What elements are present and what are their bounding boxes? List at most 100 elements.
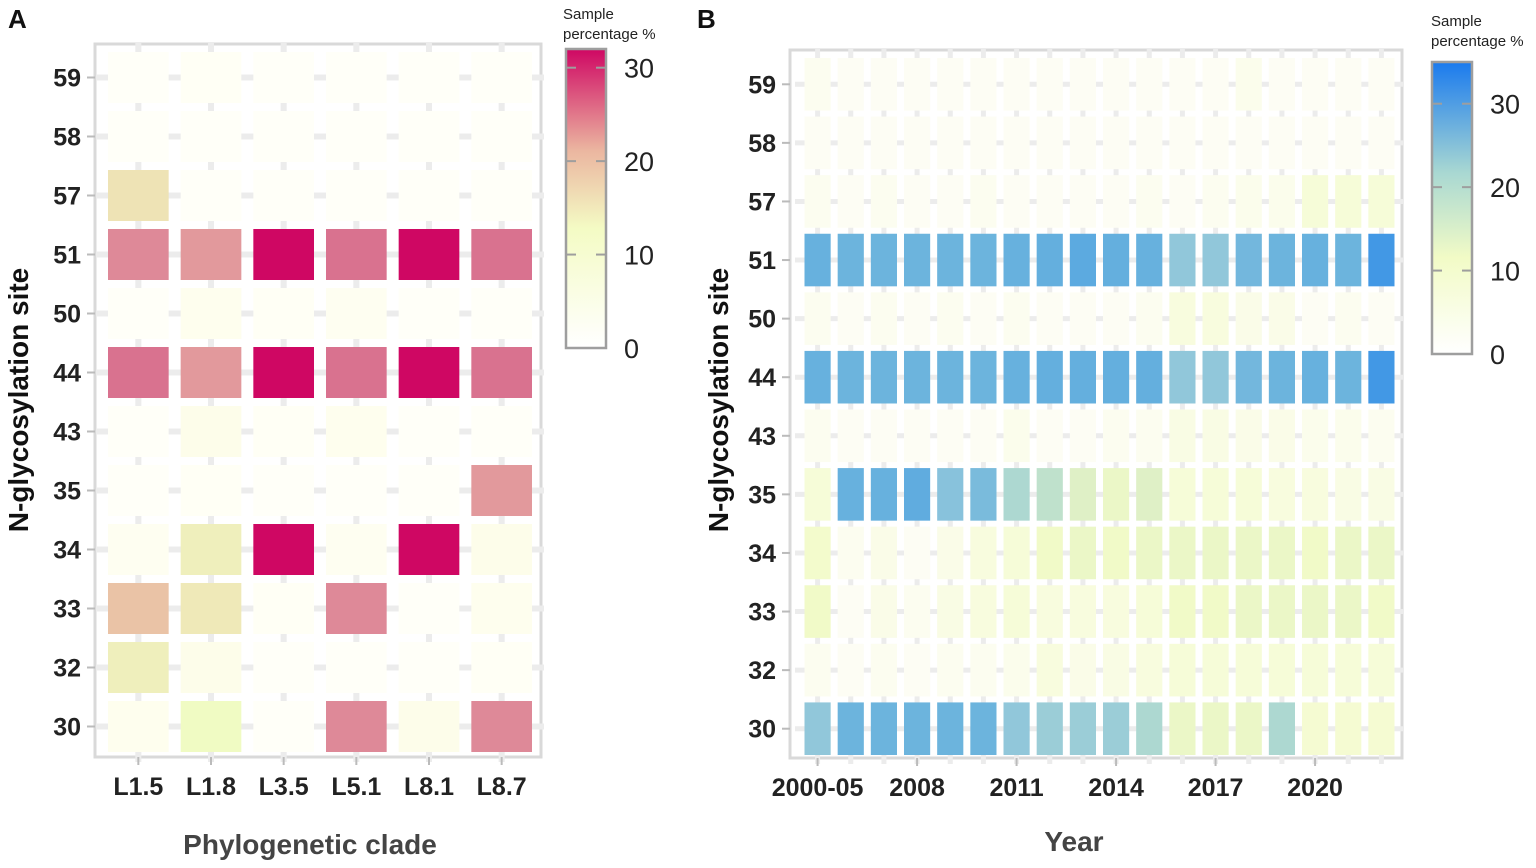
- heatmap-cell: [1003, 526, 1030, 580]
- heatmap-cell: [804, 526, 831, 580]
- heatmap-cell: [1036, 292, 1063, 345]
- heatmap-cell: [1202, 643, 1229, 697]
- heatmap-cell: [1335, 585, 1362, 638]
- x-tick-label: 2000-05: [772, 774, 864, 802]
- heatmap-cell: [1069, 116, 1096, 170]
- heatmap-cell: [471, 111, 532, 162]
- heatmap-cell: [904, 233, 931, 287]
- heatmap-cell: [1368, 175, 1395, 228]
- heatmap-cell: [471, 701, 532, 752]
- heatmap-cell: [398, 111, 460, 162]
- panel-b-y-ticks: 59 58 57 51 50 44 43 35 34 33 32 30: [748, 71, 790, 744]
- heatmap-cell: [1136, 526, 1163, 580]
- heatmap-cell: [804, 116, 831, 170]
- heatmap-cell: [1268, 58, 1295, 111]
- heatmap-cell: [970, 116, 997, 170]
- heatmap-cell: [937, 233, 964, 287]
- heatmap-cell: [1003, 350, 1030, 404]
- heatmap-cell: [1335, 409, 1362, 463]
- heatmap-cell: [326, 170, 387, 221]
- heatmap-cell: [398, 52, 460, 103]
- heatmap-cell: [1202, 585, 1229, 638]
- heatmap-cell: [108, 170, 169, 221]
- heatmap-cell: [1235, 175, 1262, 228]
- y-tick-label: 57: [748, 188, 776, 216]
- heatmap-cell: [180, 229, 242, 280]
- heatmap-cell: [1368, 409, 1395, 463]
- heatmap-cell: [108, 229, 169, 280]
- panel-a-letter: A: [8, 4, 27, 34]
- heatmap-cell: [1169, 58, 1196, 111]
- heatmap-cell: [937, 585, 964, 638]
- heatmap-cell: [1302, 468, 1329, 521]
- heatmap-cell: [870, 702, 897, 755]
- heatmap-cell: [1268, 468, 1295, 521]
- heatmap-cell: [471, 406, 532, 457]
- heatmap-cell: [1003, 233, 1030, 287]
- heatmap-cell: [398, 347, 460, 398]
- heatmap-cell: [1069, 468, 1096, 521]
- heatmap-cell: [970, 585, 997, 638]
- y-tick-label: 35: [53, 478, 81, 506]
- heatmap-cell: [1103, 643, 1130, 697]
- heatmap-cell: [398, 406, 460, 457]
- panel-a-colorbar-title-line2: percentage %: [563, 26, 656, 43]
- heatmap-cell: [870, 116, 897, 170]
- heatmap-cell: [1103, 468, 1130, 521]
- heatmap-cell: [326, 111, 387, 162]
- heatmap-cell: [870, 468, 897, 521]
- heatmap-cell: [1136, 116, 1163, 170]
- heatmap-cell: [870, 175, 897, 228]
- heatmap-cell: [1268, 233, 1295, 287]
- panel-b-colorbar: Sample percentage % 0 10 20 30: [1430, 13, 1524, 370]
- panel-a-plot-frame: [93, 42, 543, 759]
- heatmap-cell: [180, 583, 242, 634]
- heatmap-cell: [837, 350, 864, 404]
- heatmap-cell: [398, 583, 460, 634]
- heatmap-cell: [1136, 585, 1163, 638]
- heatmap-cell: [1368, 116, 1395, 170]
- heatmap-cell: [1103, 58, 1130, 111]
- heatmap-cell: [1202, 175, 1229, 228]
- panel-b-colorbar-bar: [1430, 60, 1474, 356]
- heatmap-cell: [108, 288, 169, 339]
- heatmap-cell: [1169, 526, 1196, 580]
- panel-a-y-ticks: 59 58 57 51 50 44 43 35 34 33 32 30: [53, 65, 95, 742]
- heatmap-cell: [1169, 175, 1196, 228]
- heatmap-cell: [804, 409, 831, 463]
- heatmap-cell: [180, 52, 242, 103]
- heatmap-cell: [1235, 526, 1262, 580]
- heatmap-cell: [253, 583, 314, 634]
- heatmap-cell: [1302, 409, 1329, 463]
- x-tick-label: L3.5: [259, 773, 309, 801]
- heatmap-cell: [1302, 585, 1329, 638]
- heatmap-cell: [1202, 233, 1229, 287]
- heatmap-cell: [108, 465, 169, 516]
- heatmap-cell: [1169, 585, 1196, 638]
- heatmap-cell: [870, 350, 897, 404]
- heatmap-cell: [1368, 292, 1395, 345]
- x-tick-label: 2020: [1287, 774, 1343, 802]
- heatmap-cell: [1202, 702, 1229, 755]
- y-tick-label: 44: [748, 364, 776, 392]
- heatmap-cell: [937, 643, 964, 697]
- heatmap-cell: [1202, 350, 1229, 404]
- panel-b-colorbar-title-line1: Sample: [1431, 13, 1482, 30]
- heatmap-cell: [1268, 702, 1295, 755]
- heatmap-cell: [1136, 702, 1163, 755]
- heatmap-cell: [837, 643, 864, 697]
- heatmap-cell: [398, 229, 460, 280]
- heatmap-cell: [471, 583, 532, 634]
- heatmap-cell: [1103, 526, 1130, 580]
- heatmap-cell: [253, 701, 314, 752]
- heatmap-cell: [1235, 350, 1262, 404]
- x-tick-label: L5.1: [331, 773, 381, 801]
- panel-a-tiles: [108, 52, 532, 752]
- heatmap-cell: [904, 116, 931, 170]
- heatmap-cell: [1268, 643, 1295, 697]
- heatmap-cell: [1036, 409, 1063, 463]
- heatmap-cell: [1136, 233, 1163, 287]
- heatmap-cell: [1036, 58, 1063, 111]
- heatmap-cell: [937, 58, 964, 111]
- panel-b-x-axis-title: Year: [1044, 826, 1103, 857]
